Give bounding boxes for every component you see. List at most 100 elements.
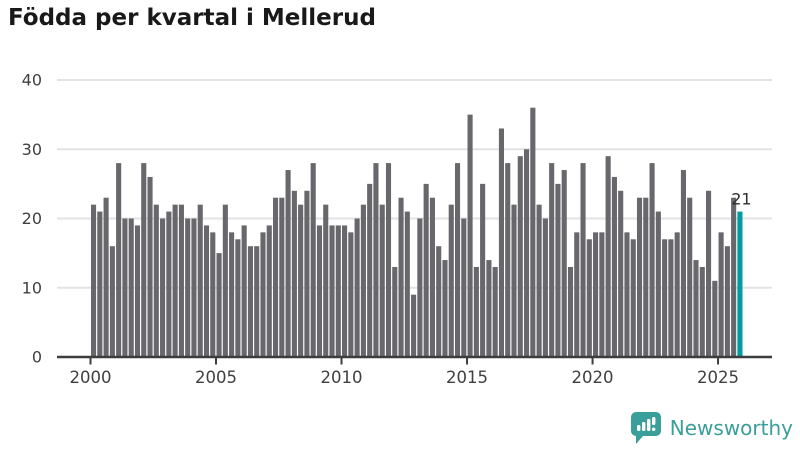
bar: [191, 218, 197, 357]
x-axis-tick-label: 2010: [321, 368, 363, 387]
bar: [436, 246, 442, 357]
bar: [109, 246, 115, 357]
bar: [323, 204, 329, 357]
bar: [141, 163, 147, 357]
bar: [266, 225, 272, 357]
bar: [505, 163, 511, 357]
bar: [122, 218, 128, 357]
logo-text: Newsworthy: [669, 416, 793, 440]
bar: [260, 232, 266, 357]
bar: [517, 156, 523, 357]
bar: [222, 204, 228, 357]
bar: [291, 190, 297, 357]
newsworthy-logo[interactable]: Newsworthy: [630, 412, 793, 444]
bar: [724, 246, 730, 357]
y-axis-tick-label: 40: [22, 71, 42, 90]
bar: [153, 204, 159, 357]
bar: [574, 232, 580, 357]
bar: [247, 246, 253, 357]
x-axis-tick-label: 2005: [195, 368, 237, 387]
bar: [360, 204, 366, 357]
bar: [706, 190, 712, 357]
y-axis-tick-label: 10: [22, 278, 42, 297]
highlight-value-label: 21: [731, 190, 751, 209]
bar: [586, 239, 592, 357]
bar: [599, 232, 605, 357]
bar: [461, 218, 467, 357]
bar: [636, 197, 643, 357]
bar: [643, 197, 649, 357]
bar: [593, 232, 599, 357]
bar: [411, 294, 417, 357]
bar: [379, 204, 385, 357]
bar: [712, 280, 718, 357]
bar: [398, 197, 404, 357]
bar: [203, 225, 210, 357]
bar: [580, 163, 586, 357]
bar: [229, 232, 235, 357]
bar: [655, 211, 661, 357]
bar: [542, 218, 548, 357]
bar: [649, 163, 655, 357]
bar: [693, 260, 699, 357]
bar: [561, 170, 567, 357]
bar: [731, 197, 737, 357]
bar: [454, 163, 461, 357]
chart-speech-bubble-icon: [630, 412, 661, 444]
bar: [687, 197, 693, 357]
bar: [91, 204, 97, 357]
y-axis-tick-label: 20: [22, 209, 42, 228]
bar: [128, 218, 134, 357]
bar: [605, 156, 611, 357]
bar: [166, 211, 172, 357]
bar: [134, 225, 141, 357]
bar: [254, 246, 260, 357]
bar: [524, 149, 530, 357]
bar: [536, 204, 542, 357]
bar: [197, 204, 203, 357]
bar: [429, 197, 435, 357]
x-axis-tick-label: 2020: [572, 368, 614, 387]
bar: [718, 232, 724, 357]
bar: [385, 163, 392, 357]
bar: [630, 239, 636, 357]
bar: [624, 232, 630, 357]
bar: [511, 204, 517, 357]
bar: [662, 239, 668, 357]
bar: [611, 176, 617, 357]
bar: [304, 190, 310, 357]
bar: [549, 163, 555, 357]
y-axis-tick-label: 30: [22, 140, 42, 159]
bar: [367, 183, 373, 358]
y-axis-tick-label: 0: [32, 348, 42, 367]
bar: [103, 197, 109, 357]
bar: [417, 218, 423, 357]
bar: [467, 114, 473, 358]
bar: [178, 204, 184, 357]
bar: [348, 232, 354, 357]
x-axis-tick-label: 2015: [446, 368, 488, 387]
bar: [172, 204, 178, 357]
bar: [404, 211, 410, 357]
bar: [285, 170, 291, 357]
bar: [241, 225, 247, 357]
bar: [618, 190, 624, 357]
bar: [298, 204, 304, 357]
bar: [530, 107, 536, 357]
bar: [342, 225, 348, 357]
bar: [567, 266, 574, 357]
bar: [210, 232, 216, 357]
bar: [492, 266, 498, 357]
bar: [160, 218, 166, 357]
bar: [498, 128, 505, 357]
bar: [316, 225, 323, 357]
bar: [354, 218, 360, 357]
bar: [486, 260, 492, 357]
bar: [216, 253, 222, 358]
bar: [329, 225, 335, 357]
bar: [97, 211, 103, 357]
bar: [668, 239, 674, 357]
page-title: Födda per kvartal i Mellerud: [8, 5, 376, 31]
bar: [480, 183, 486, 358]
